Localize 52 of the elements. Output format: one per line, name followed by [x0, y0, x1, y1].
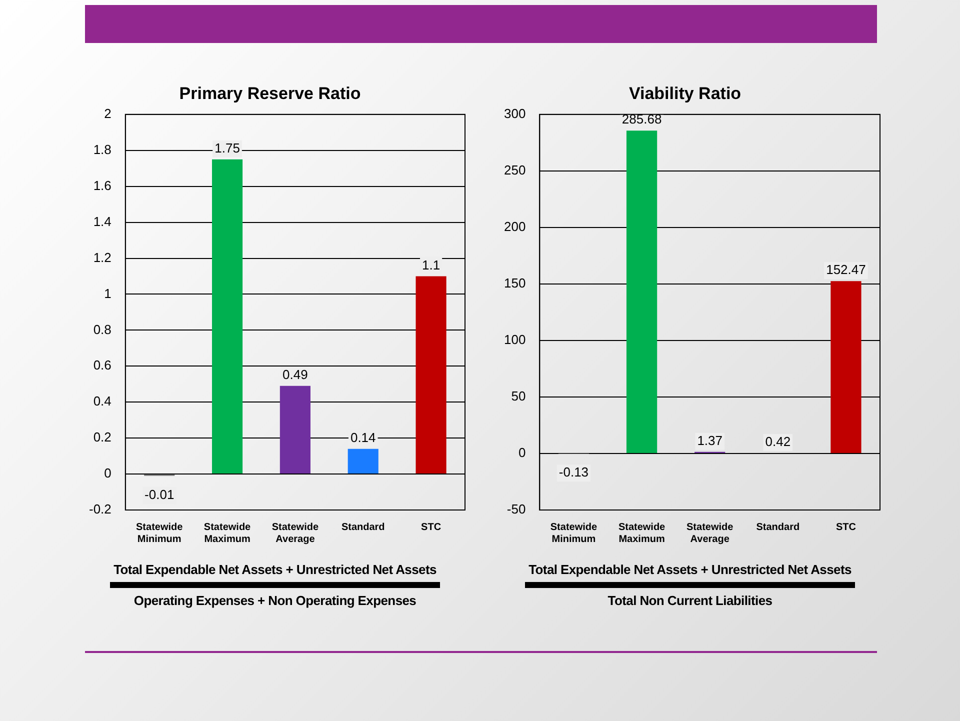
y-tick-label: -50	[506, 502, 526, 517]
y-tick-label: 250	[504, 162, 526, 178]
y-tick-label: 1.6	[93, 178, 112, 193]
x-tick-label: Standard	[341, 522, 385, 533]
data-label: -0.01	[144, 486, 174, 502]
x-tick-label: Statewide Average	[272, 522, 319, 545]
chart-title: Primary Reserve Ratio	[179, 84, 361, 103]
x-tick-label: Statewide Minimum	[550, 522, 598, 545]
x-tick-label: STC	[421, 522, 442, 533]
y-tick-label: 0.2	[93, 430, 112, 445]
bar	[348, 448, 378, 474]
y-tick-label: 300	[504, 106, 526, 121]
text: Operating Expenses + Non Operating Expenses	[132, 592, 418, 610]
data-label: 0.49	[282, 367, 308, 382]
text: Total Expendable Net Assets + Unrestricted Net Assets	[112, 561, 438, 579]
y-tick-label: 100	[504, 332, 526, 348]
text: Total Non Current Liabilities	[606, 592, 774, 610]
y-tick-label: 0.8	[93, 322, 112, 337]
y-tick-label: 1	[104, 286, 112, 301]
y-tick-label: 50	[511, 388, 526, 404]
y-tick-label: 0.4	[93, 394, 112, 409]
bar	[830, 281, 862, 453]
bar	[416, 276, 446, 474]
y-tick-label: 1.4	[93, 214, 112, 229]
y-tick-label: 150	[504, 276, 526, 291]
x-tick-label: Standard	[756, 522, 800, 533]
x-tick-label: Statewide Maximum	[618, 522, 666, 545]
y-tick-label: -0.2	[88, 502, 112, 517]
y-tick-label: 2	[104, 106, 112, 121]
data-label: 285.68	[622, 112, 662, 127]
data-label: -0.13	[558, 464, 589, 480]
bar	[280, 386, 310, 474]
data-label: 0.42	[765, 434, 791, 450]
x-tick-label: Statewide Average	[686, 522, 734, 545]
data-label: 1.1	[422, 257, 440, 272]
y-tick-label: 1.8	[93, 142, 112, 157]
data-label: 1.37	[697, 433, 722, 448]
x-tick-label: Statewide Maximum	[204, 522, 252, 545]
text: Total Expendable Net Assets + Unrestricted Net Assets	[528, 561, 852, 579]
y-tick-label: 0.6	[93, 358, 112, 373]
x-tick-label: Statewide Minimum	[136, 522, 184, 545]
y-tick-label: 0	[518, 445, 526, 460]
data-label: 1.75	[214, 140, 240, 156]
y-tick-label: 1.2	[93, 250, 112, 265]
y-tick-label: 200	[504, 219, 526, 234]
y-tick-label: 0	[104, 466, 112, 481]
bar	[626, 130, 658, 453]
data-label: 0.14	[350, 430, 376, 445]
bar	[212, 159, 243, 474]
x-tick-label: STC	[836, 522, 856, 533]
chart-title: Viability Ratio	[628, 84, 742, 103]
data-label: 152.47	[826, 262, 866, 278]
